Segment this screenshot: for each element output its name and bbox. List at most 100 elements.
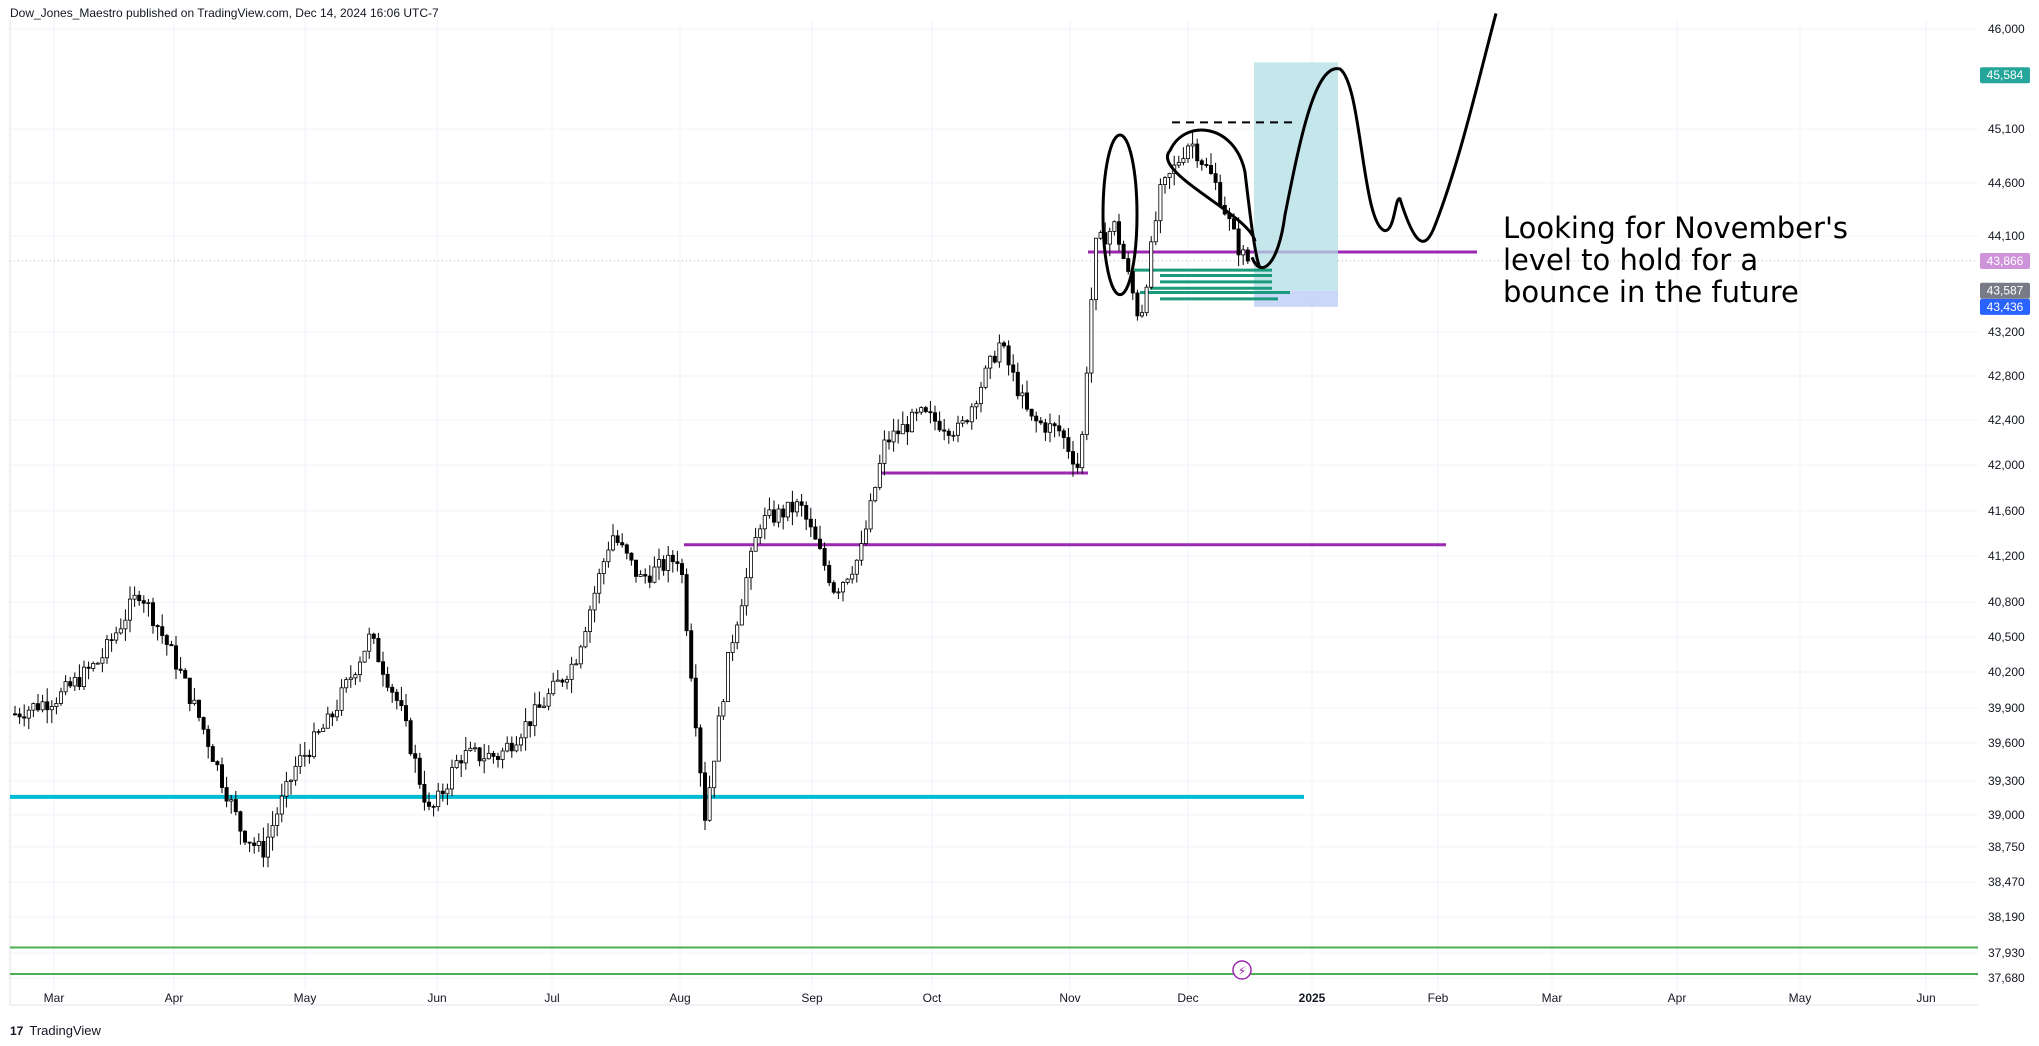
candle-body — [532, 704, 537, 727]
candle-body — [638, 574, 643, 577]
candle-body — [348, 677, 353, 681]
candle-body — [693, 677, 698, 729]
candle-body — [150, 602, 155, 626]
candle-body — [417, 757, 422, 785]
candle-body — [914, 411, 919, 414]
candle-body — [86, 666, 91, 669]
candle-body — [1195, 143, 1200, 162]
candle-body — [900, 424, 905, 435]
candle-body — [270, 825, 275, 838]
candle-body — [859, 543, 864, 561]
y-tick-label: 43,200 — [1988, 325, 2025, 339]
candle-body — [841, 582, 846, 593]
price-tag-label: 45,584 — [1987, 68, 2024, 82]
event-marker-icon[interactable] — [1232, 960, 1252, 980]
candle-body — [1057, 425, 1062, 432]
candle-body — [1135, 292, 1140, 317]
candle-body — [1107, 231, 1112, 245]
candle-body — [1025, 392, 1030, 410]
candle-body — [1181, 158, 1186, 163]
candle-body — [164, 635, 169, 645]
candle-body — [68, 681, 73, 687]
candle-body — [1232, 218, 1237, 230]
candle-body — [353, 674, 358, 679]
candle-body — [551, 680, 556, 695]
candle-body — [601, 561, 606, 574]
candle-body — [477, 747, 482, 762]
candle-body — [54, 703, 59, 707]
x-tick-label: Jun — [1916, 991, 1935, 1005]
candle-body — [1163, 177, 1168, 186]
candle-body — [942, 429, 947, 432]
tradingview-footer[interactable]: 17 TradingView — [10, 1023, 101, 1038]
candle-body — [330, 713, 335, 718]
candle-body — [431, 805, 436, 808]
candle-body — [118, 628, 123, 634]
candle-body — [459, 760, 464, 764]
x-tick-label: Apr — [1668, 991, 1687, 1005]
candle-body — [1011, 364, 1016, 373]
y-tick-label: 44,100 — [1988, 229, 2025, 243]
candle-body — [1034, 415, 1039, 422]
x-tick-label: Aug — [669, 991, 690, 1005]
candle-body — [974, 403, 979, 408]
candle-body — [22, 716, 27, 719]
candle-body — [850, 573, 855, 580]
candle-body — [772, 509, 777, 523]
x-tick-label: Jul — [544, 991, 559, 1005]
candle-body — [1061, 430, 1066, 438]
candle-body — [891, 430, 896, 443]
candle-body — [224, 787, 229, 802]
y-tick-label: 46,000 — [1988, 22, 2025, 36]
candle-body — [569, 663, 574, 680]
x-tick-label: Oct — [923, 991, 942, 1005]
hand-drawn-path: ⚡ — [1101, 13, 1498, 980]
price-axis: 46,000 45,100 44,600 44,100 43,200 42,800 42,4… — [1988, 22, 2025, 985]
candle-body — [831, 582, 836, 593]
candle-body — [735, 624, 740, 644]
candle-body — [887, 439, 892, 443]
candle-body — [26, 709, 31, 719]
candle-body — [721, 701, 726, 717]
candle-body — [661, 559, 666, 571]
x-tick-label: Mar — [1542, 991, 1563, 1005]
candle-body — [827, 565, 832, 584]
candle-body — [100, 657, 105, 664]
price-tags: 45,584 43,866 43,587 43,436 — [1980, 67, 2030, 315]
y-tick-label: 39,900 — [1988, 701, 2025, 715]
lightning-icon: ⚡ — [1238, 964, 1246, 978]
candle-body — [472, 747, 477, 750]
candle-body — [652, 566, 657, 583]
candle-body — [1186, 145, 1191, 159]
candle-body — [933, 412, 938, 422]
candle-body — [12, 713, 17, 716]
candle-body — [399, 700, 404, 707]
y-tick-label: 37,930 — [1988, 946, 2025, 960]
candle-body — [1098, 232, 1103, 239]
candle-body — [813, 526, 818, 540]
candle-body — [201, 717, 206, 730]
candle-body — [344, 679, 349, 689]
y-tick-label: 42,400 — [1988, 413, 2025, 427]
y-tick-label: 39,300 — [1988, 774, 2025, 788]
candle-body — [1002, 342, 1007, 347]
candle-body — [877, 463, 882, 488]
candle-body — [187, 677, 192, 704]
candle-body — [615, 535, 620, 543]
candle-body — [210, 746, 215, 762]
candle-body — [703, 772, 708, 821]
candle-body — [127, 598, 132, 621]
projection-path — [1250, 13, 1498, 270]
candle-body — [969, 406, 974, 423]
candle-body — [192, 699, 197, 704]
candle-body — [178, 668, 183, 671]
candle-body — [279, 795, 284, 815]
candle-body — [689, 630, 694, 679]
candlestick-series — [12, 132, 1250, 868]
candle-body — [1038, 420, 1043, 424]
candle-body — [767, 509, 772, 516]
y-tick-label: 42,000 — [1988, 458, 2025, 472]
candle-body — [1029, 408, 1034, 417]
candle-body — [583, 631, 588, 648]
